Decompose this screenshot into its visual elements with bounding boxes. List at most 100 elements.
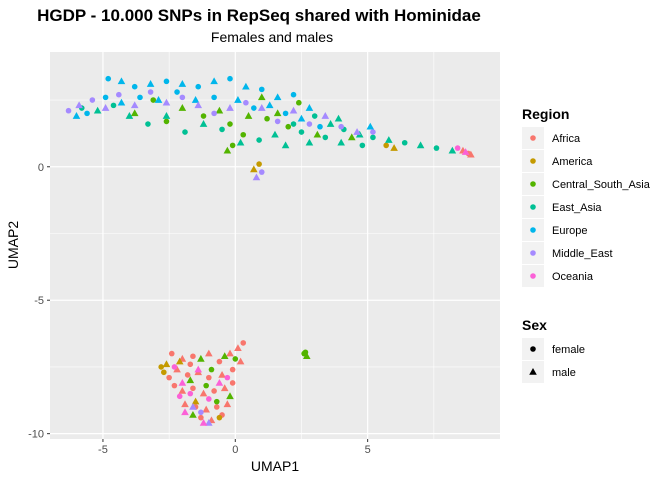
- point-female: [251, 105, 257, 111]
- point-male: [202, 405, 210, 413]
- point-male: [175, 357, 184, 365]
- point-female: [454, 145, 461, 151]
- legend-key-middle_east: [530, 250, 536, 256]
- y-tick-label: 0: [38, 162, 44, 174]
- point-female: [211, 388, 217, 394]
- point-male: [236, 138, 245, 146]
- point-female: [176, 393, 183, 400]
- point-male: [101, 104, 110, 111]
- point-male: [281, 141, 290, 149]
- point-female: [290, 121, 297, 127]
- point-female: [171, 364, 178, 370]
- point-female: [401, 139, 408, 146]
- point-female: [383, 142, 389, 149]
- point-male: [302, 352, 311, 360]
- point-female: [198, 409, 204, 416]
- point-male: [75, 101, 83, 109]
- point-female: [240, 340, 247, 346]
- legend-key-oceania: [530, 273, 536, 279]
- point-female: [229, 380, 236, 386]
- point-male: [461, 148, 470, 155]
- point-female: [179, 94, 186, 101]
- point-female: [224, 374, 231, 381]
- legend-label: Central_South_Asia: [552, 179, 651, 191]
- point-female: [206, 396, 212, 402]
- point-male: [130, 101, 139, 109]
- point-female: [174, 89, 180, 95]
- x-tick-label: 0: [232, 444, 238, 456]
- point-male: [194, 101, 203, 109]
- point-female: [190, 385, 196, 392]
- point-male: [337, 138, 345, 146]
- point-male: [117, 98, 126, 106]
- legend-key-america: [530, 158, 536, 164]
- point-female: [317, 123, 323, 130]
- point-male: [305, 104, 314, 111]
- legend-label: East_Asia: [552, 202, 602, 214]
- point-male: [257, 93, 266, 101]
- legend-region-title: Region: [522, 106, 569, 122]
- legend-label: Oceania: [552, 271, 594, 283]
- point-female: [171, 382, 178, 389]
- point-male: [189, 402, 197, 410]
- point-female: [370, 134, 376, 141]
- point-female: [258, 86, 265, 93]
- data-points: [65, 75, 475, 426]
- point-male: [93, 106, 102, 114]
- point-female: [89, 97, 96, 103]
- point-male: [273, 93, 282, 101]
- point-male: [313, 130, 322, 138]
- point-female: [163, 118, 170, 125]
- point-male: [189, 410, 197, 418]
- point-male: [125, 112, 134, 119]
- point-male: [242, 82, 250, 90]
- point-male: [178, 378, 187, 386]
- legend-key-europe: [530, 227, 536, 233]
- x-axis: -5 0 5: [98, 439, 371, 456]
- point-female: [229, 366, 236, 373]
- point-female: [258, 169, 265, 175]
- x-tick-label: 5: [365, 444, 371, 456]
- point-male: [205, 349, 213, 357]
- legend-key-female: [530, 346, 536, 352]
- point-male: [199, 120, 208, 127]
- point-male: [353, 128, 361, 135]
- point-male: [162, 112, 171, 119]
- legend-key-east_asia: [530, 204, 536, 210]
- point-male: [130, 109, 139, 117]
- point-female: [206, 374, 212, 381]
- point-female: [213, 404, 220, 410]
- point-female: [290, 91, 297, 98]
- point-female: [264, 115, 270, 122]
- x-tick-label: -5: [98, 444, 108, 456]
- point-female: [227, 75, 233, 82]
- point-female: [256, 161, 262, 167]
- point-female: [256, 137, 262, 143]
- point-male: [210, 77, 218, 85]
- point-female: [200, 113, 207, 119]
- point-female: [285, 123, 292, 130]
- point-male: [146, 80, 155, 87]
- point-female: [211, 110, 217, 117]
- point-male: [181, 408, 189, 416]
- point-female: [116, 91, 122, 98]
- point-male: [226, 349, 234, 357]
- y-axis-title: UMAP2: [5, 221, 21, 269]
- point-female: [359, 142, 366, 149]
- point-female: [243, 99, 249, 106]
- x-axis-title: UMAP1: [251, 458, 299, 474]
- point-male: [186, 376, 195, 384]
- point-female: [198, 414, 204, 421]
- point-female: [131, 83, 138, 90]
- chart-title: HGDP - 10.000 SNPs in RepSeq shared with…: [37, 6, 481, 25]
- plot-panel: [50, 52, 500, 439]
- point-female: [184, 372, 191, 378]
- point-female: [274, 118, 281, 125]
- point-male: [265, 101, 274, 109]
- point-male: [162, 360, 171, 368]
- point-female: [168, 350, 175, 357]
- point-male: [220, 384, 229, 392]
- point-female: [163, 78, 170, 85]
- point-female: [216, 358, 223, 365]
